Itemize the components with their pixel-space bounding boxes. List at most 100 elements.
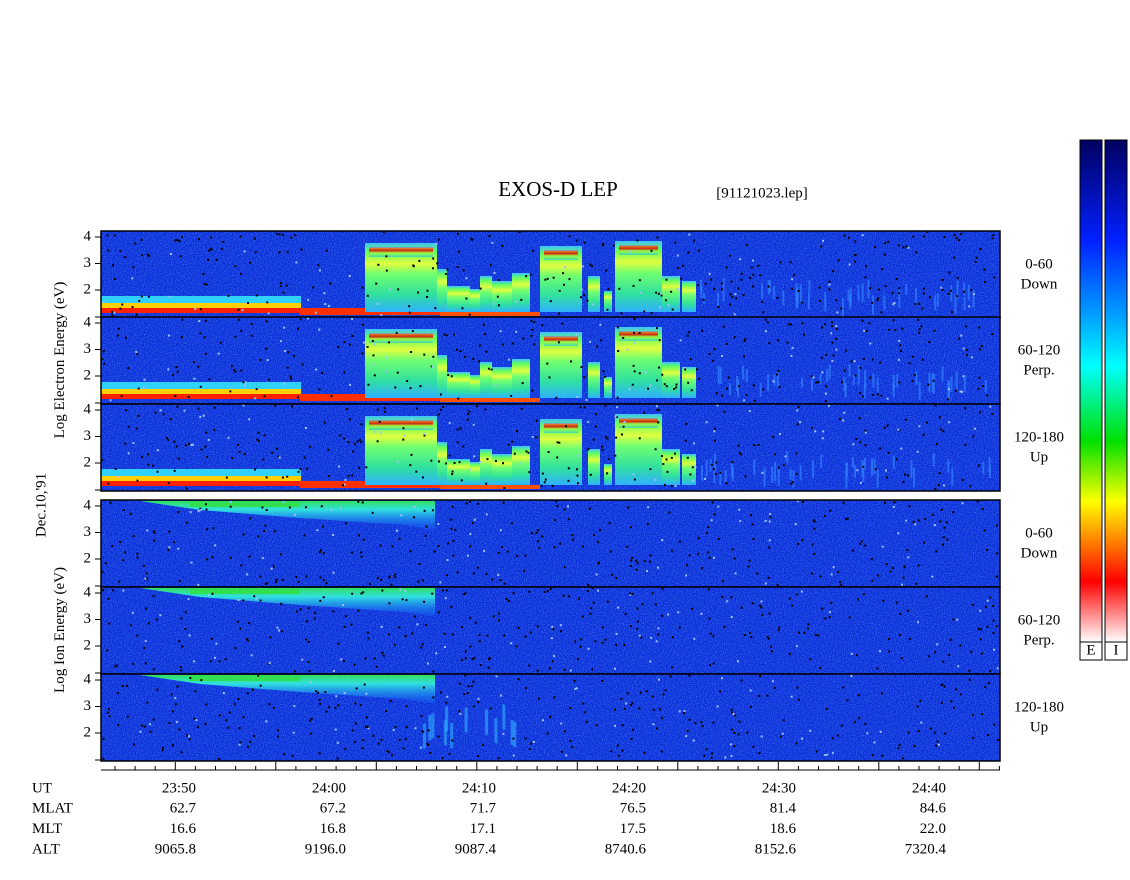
y-tick-label: 2 (84, 724, 92, 740)
noise-dot (107, 249, 110, 252)
y-tick-label: 2 (84, 454, 92, 470)
noise-dot (250, 654, 253, 657)
weak-flux (876, 377, 879, 392)
noise-dot (632, 364, 635, 367)
noise-dot (553, 696, 556, 699)
noise-dot (115, 664, 118, 667)
noise-dot (229, 500, 232, 503)
noise-dot (667, 304, 670, 307)
weak-flux (871, 295, 874, 315)
noise-dot (713, 439, 716, 442)
noise-dot (992, 234, 995, 237)
noise-dot (953, 256, 956, 259)
noise-dot (818, 299, 821, 302)
weak-flux (736, 375, 739, 391)
noise-dot (683, 366, 686, 369)
axis-title: Log Electron Energy (eV) (52, 282, 68, 439)
noise-dot (279, 282, 282, 285)
noise-dot (168, 722, 171, 725)
noise-dot (401, 598, 404, 601)
noise-dot (339, 507, 342, 510)
noise-dot (962, 375, 965, 378)
noise-dot (281, 578, 284, 581)
noise-dot (980, 652, 983, 655)
ion-conic (140, 588, 435, 617)
noise-dot (139, 730, 142, 733)
weak-flux (972, 290, 975, 308)
noise-dot (388, 602, 391, 605)
noise-dot (205, 431, 208, 434)
noise-dot (996, 667, 999, 670)
noise-dot (307, 298, 310, 301)
noise-dot (737, 287, 740, 290)
noise-dot (633, 370, 636, 373)
noise-dot (461, 307, 464, 310)
noise-dot (675, 383, 678, 386)
noise-dot (512, 754, 515, 757)
noise-dot (135, 350, 138, 353)
precipitation-band (682, 454, 696, 485)
noise-dot (535, 531, 538, 534)
noise-dot (357, 609, 360, 612)
noise-dot (406, 380, 409, 383)
noise-dot (591, 668, 594, 671)
noise-dot (992, 632, 995, 635)
noise-dot (133, 743, 136, 746)
noise-dot (761, 300, 764, 303)
noise-dot (767, 637, 770, 640)
noise-dot (657, 627, 660, 630)
noise-dot (715, 392, 718, 395)
weak-flux (819, 374, 822, 385)
noise-dot (563, 283, 566, 286)
noise-dot (692, 442, 695, 445)
noise-dot (757, 264, 760, 267)
noise-dot (240, 329, 243, 332)
y-tick-label: 3 (84, 524, 92, 540)
noise-dot (462, 269, 465, 272)
noise-dot (979, 411, 982, 414)
noise-dot (146, 529, 149, 532)
noise-dot (259, 359, 262, 362)
noise-dot (162, 413, 165, 416)
noise-dot (832, 566, 835, 569)
noise-dot (107, 482, 110, 485)
noise-dot (751, 259, 754, 262)
noise-dot (869, 376, 872, 379)
noise-dot (451, 739, 454, 742)
weak-flux (741, 365, 744, 380)
noise-dot (981, 507, 984, 510)
noise-dot (861, 319, 864, 322)
noise-dot (788, 653, 791, 656)
weak-flux (776, 372, 779, 387)
noise-dot (242, 404, 245, 407)
weak-flux (905, 284, 908, 295)
noise-dot (660, 614, 663, 617)
noise-dot (144, 577, 147, 580)
noise-dot (633, 341, 636, 344)
noise-dot (310, 717, 313, 720)
noise-dot (877, 288, 880, 291)
noise-dot (623, 420, 626, 423)
noise-dot (116, 692, 119, 695)
weak-flux (864, 370, 867, 389)
noise-dot (705, 531, 708, 534)
noise-dot (797, 631, 800, 634)
noise-dot (479, 460, 482, 463)
noise-dot (437, 544, 440, 547)
noise-dot (154, 411, 157, 414)
noise-dot (651, 592, 654, 595)
noise-dot (422, 686, 425, 689)
noise-dot (881, 754, 884, 757)
noise-dot (799, 421, 802, 424)
noise-dot (801, 322, 804, 325)
noise-dot (683, 709, 686, 712)
noise-dot (366, 725, 369, 728)
weak-flux (717, 366, 720, 385)
noise-dot (615, 632, 618, 635)
noise-dot (197, 407, 200, 410)
noise-dot (238, 727, 241, 730)
noise-dot (430, 365, 433, 368)
noise-dot (932, 379, 935, 382)
noise-dot (864, 431, 867, 434)
noise-dot (984, 686, 987, 689)
